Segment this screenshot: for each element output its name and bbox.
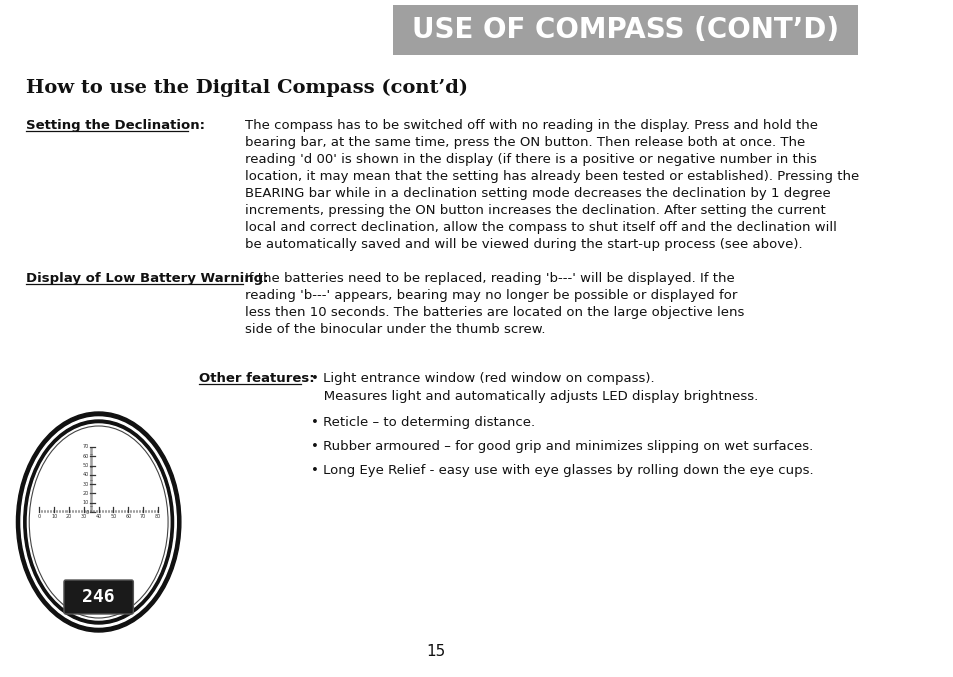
Text: 10: 10 bbox=[51, 514, 57, 519]
Text: 10: 10 bbox=[82, 500, 89, 505]
Text: 60: 60 bbox=[82, 454, 89, 459]
Text: 50: 50 bbox=[111, 514, 116, 519]
Text: 20: 20 bbox=[66, 514, 72, 519]
Text: 30: 30 bbox=[81, 514, 87, 519]
Text: location, it may mean that the setting has already been tested or established). : location, it may mean that the setting h… bbox=[245, 170, 858, 183]
Text: 50: 50 bbox=[82, 463, 89, 468]
Text: 30: 30 bbox=[82, 481, 89, 487]
Ellipse shape bbox=[24, 420, 173, 624]
Text: 15: 15 bbox=[426, 644, 445, 659]
Text: 40: 40 bbox=[82, 473, 89, 477]
Text: If the batteries need to be replaced, reading 'b---' will be displayed. If the: If the batteries need to be replaced, re… bbox=[245, 272, 734, 285]
Text: How to use the Digital Compass (cont’d): How to use the Digital Compass (cont’d) bbox=[26, 79, 467, 97]
Text: 0: 0 bbox=[38, 514, 41, 519]
FancyBboxPatch shape bbox=[393, 5, 857, 55]
Ellipse shape bbox=[16, 412, 181, 632]
Text: • Long Eye Relief - easy use with eye glasses by rolling down the eye cups.: • Long Eye Relief - easy use with eye gl… bbox=[311, 464, 812, 477]
Text: 20: 20 bbox=[82, 491, 89, 496]
Text: side of the binocular under the thumb screw.: side of the binocular under the thumb sc… bbox=[245, 323, 545, 336]
Text: increments, pressing the ON button increases the declination. After setting the : increments, pressing the ON button incre… bbox=[245, 204, 824, 217]
Text: • Rubber armoured – for good grip and minimizes slipping on wet surfaces.: • Rubber armoured – for good grip and mi… bbox=[311, 440, 812, 453]
Text: Display of Low Battery Warning:: Display of Low Battery Warning: bbox=[26, 272, 268, 285]
Text: • Light entrance window (red window on compass).: • Light entrance window (red window on c… bbox=[311, 372, 654, 385]
Text: less then 10 seconds. The batteries are located on the large objective lens: less then 10 seconds. The batteries are … bbox=[245, 306, 743, 319]
FancyBboxPatch shape bbox=[64, 580, 133, 614]
Text: bearing bar, at the same time, press the ON button. Then release both at once. T: bearing bar, at the same time, press the… bbox=[245, 136, 804, 149]
Ellipse shape bbox=[21, 417, 176, 627]
Text: 40: 40 bbox=[95, 514, 102, 519]
Text: 246: 246 bbox=[82, 588, 115, 606]
Text: USE OF COMPASS (CONT’D): USE OF COMPASS (CONT’D) bbox=[412, 16, 838, 44]
Text: 70: 70 bbox=[140, 514, 146, 519]
Text: 0: 0 bbox=[86, 510, 89, 515]
Text: Measures light and automatically adjusts LED display brightness.: Measures light and automatically adjusts… bbox=[311, 390, 757, 403]
Ellipse shape bbox=[28, 424, 170, 620]
Text: be automatically saved and will be viewed during the start-up process (see above: be automatically saved and will be viewe… bbox=[245, 238, 801, 251]
Text: local and correct declination, allow the compass to shut itself off and the decl: local and correct declination, allow the… bbox=[245, 221, 836, 234]
Text: Setting the Declination:: Setting the Declination: bbox=[26, 119, 204, 132]
Text: 70: 70 bbox=[82, 445, 89, 450]
Text: 60: 60 bbox=[125, 514, 132, 519]
Text: 80: 80 bbox=[154, 514, 161, 519]
Text: • Reticle – to determing distance.: • Reticle – to determing distance. bbox=[311, 416, 534, 429]
Text: Other features:: Other features: bbox=[199, 372, 314, 385]
Text: reading 'd 00' is shown in the display (if there is a positive or negative numbe: reading 'd 00' is shown in the display (… bbox=[245, 153, 816, 166]
Text: The compass has to be switched off with no reading in the display. Press and hol: The compass has to be switched off with … bbox=[245, 119, 817, 132]
Text: BEARING bar while in a declination setting mode decreases the declination by 1 d: BEARING bar while in a declination setti… bbox=[245, 187, 830, 200]
Text: reading 'b---' appears, bearing may no longer be possible or displayed for: reading 'b---' appears, bearing may no l… bbox=[245, 289, 737, 302]
